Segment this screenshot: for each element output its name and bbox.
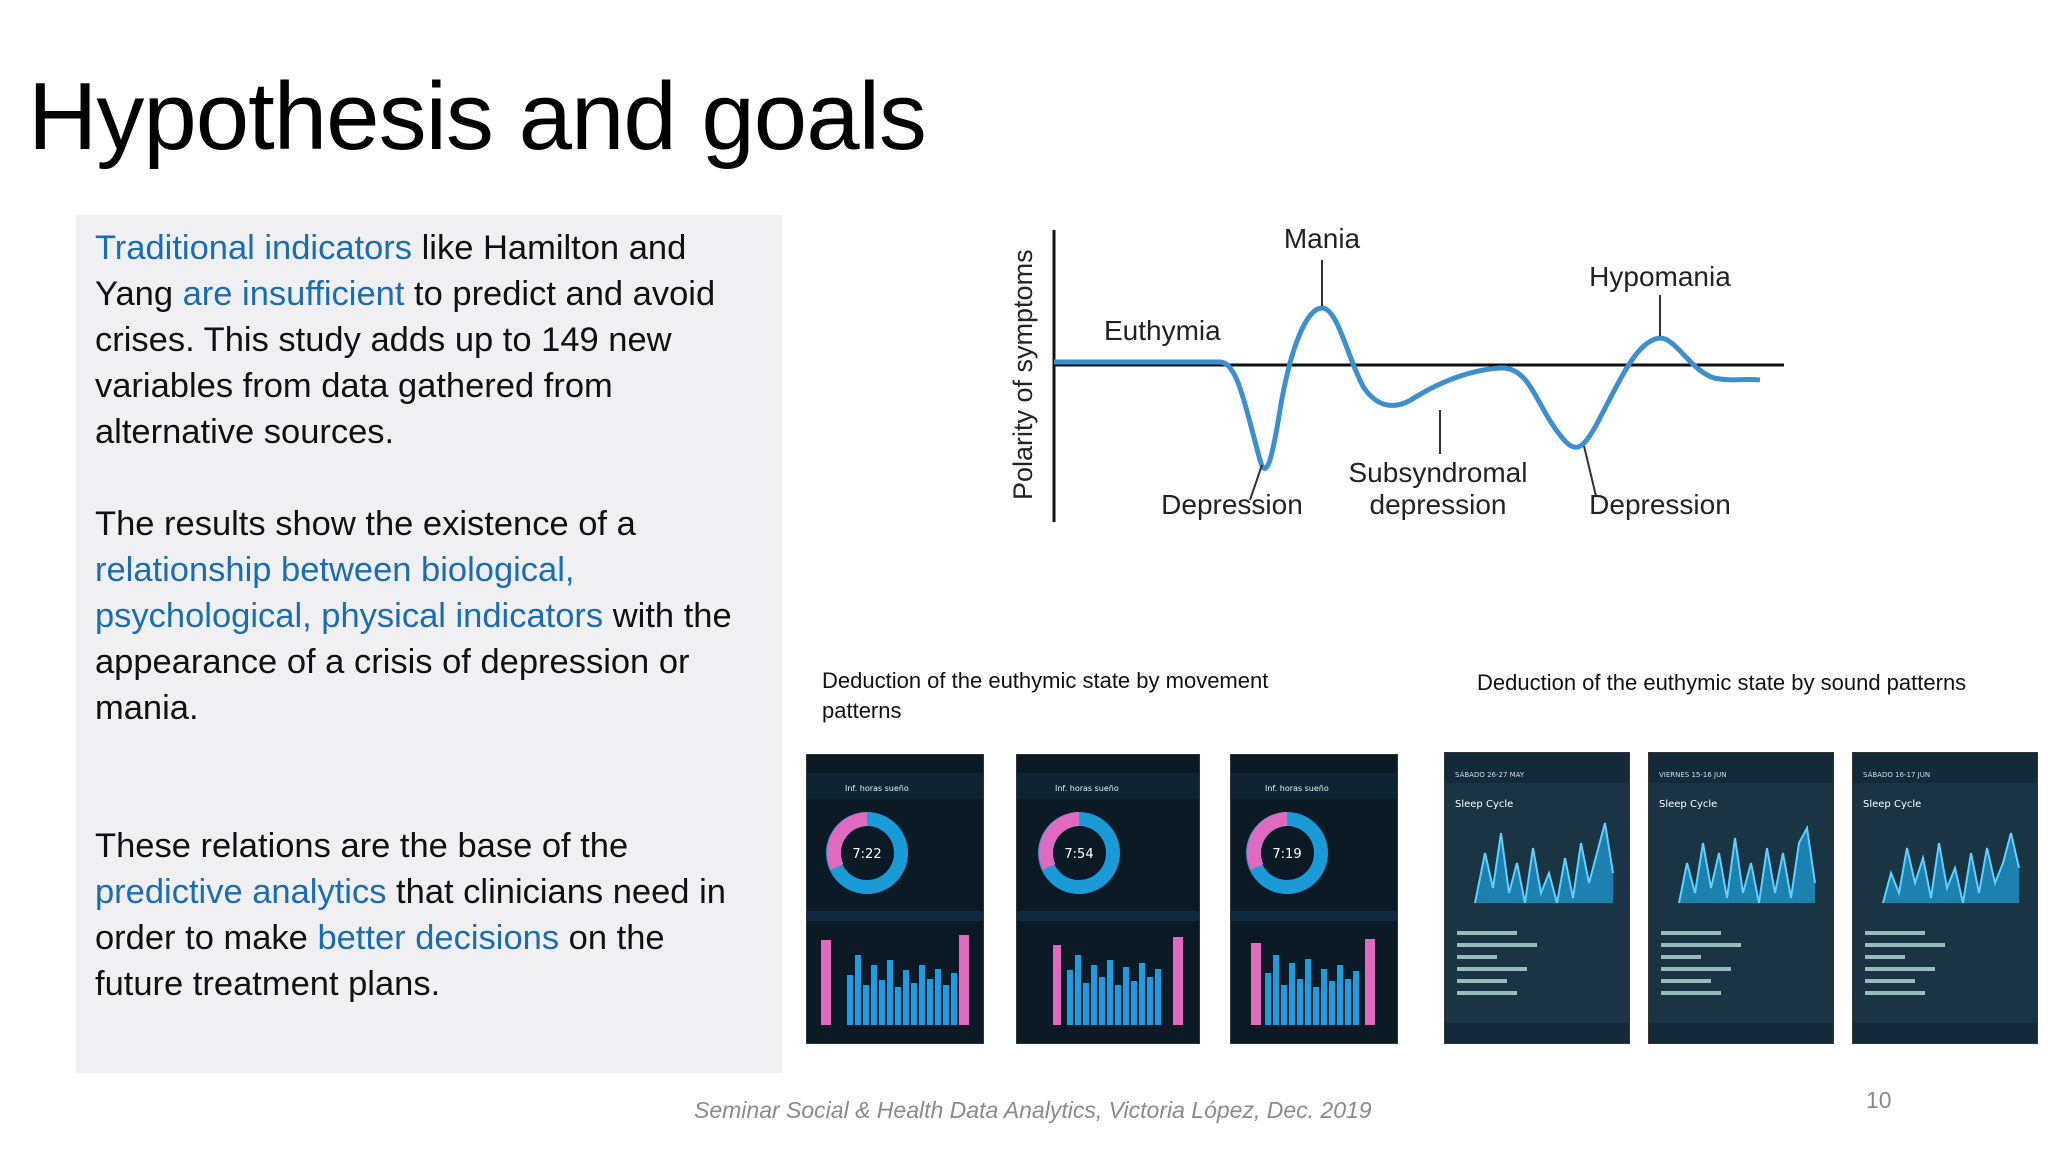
depression-pointer-2 [1583,445,1597,497]
phone-header: Inf. horas sueño [1055,784,1119,793]
slide-footer: Seminar Social & Health Data Analytics, … [694,1097,1372,1123]
caption-movement: Deduction of the euthymic state by movem… [822,668,1269,723]
phone-header: Inf. horas sueño [845,784,909,793]
phone-sleep-time: 7:22 [852,847,881,862]
movement-phone-screenshot: Inf. horas sueño 7:54 [1016,754,1200,1044]
text-run: on the future treatment plans. [95,919,665,1003]
phone-app-name: Sleep Cycle [1863,799,1921,810]
mood-polarity-graph: Polarity of symptoms Euthymia Mania Hypo… [1008,223,1784,522]
highlighted-phrase: predictive analytics [95,873,387,911]
depression-pointer-1 [1249,464,1263,501]
label-mania: Mania [1284,223,1361,254]
label-subsyndromal-2: depression [1370,489,1507,520]
highlighted-phrase: relationship between biological, psychol… [95,551,604,635]
label-depression-1: Depression [1161,489,1303,520]
text-run: that clinicians need in order to make [95,873,726,957]
label-euthymia: Euthymia [1104,315,1221,346]
page-number: 10 [1866,1087,1892,1113]
phone-sleep-time: 7:54 [1064,847,1093,862]
text-run: with the appearance of a crisis of depre… [95,597,732,727]
movement-phone-screenshot: Inf. horas sueño 7:19 [1230,754,1398,1044]
label-subsyndromal-1: Subsyndromal [1349,457,1528,488]
highlighted-phrase: are insufficient [182,275,405,313]
movement-phone-screenshot: Inf. horas sueño 7:22 [806,754,984,1044]
sound-phone-graphic: VIERNES 15-16 JUN Sleep Cycle [1649,753,1833,1043]
sound-phone-graphic: SÁBADO 16-17 JUN Sleep Cycle [1853,753,2037,1043]
phone-header: Inf. horas sueño [1265,784,1329,793]
paragraph-predictive-analytics: These relations are the base of the pred… [95,823,762,1007]
phone-date: VIERNES 15-16 JUN [1659,771,1726,779]
phone-app-name: Sleep Cycle [1659,799,1717,810]
highlighted-phrase: better decisions [317,919,560,957]
movement-phone-graphic: Inf. horas sueño 7:19 [1231,755,1397,1043]
movement-phone-graphic: Inf. horas sueño 7:54 [1017,755,1199,1043]
phone-date: SÁBADO 16-17 JUN [1863,770,1930,779]
caption-sound: Deduction of the euthymic state by sound… [1477,670,1967,695]
slide-title: Hypothesis and goals [28,63,927,170]
text-run: to predict and avoid crises. This study … [95,275,716,451]
movement-phone-graphic: Inf. horas sueño 7:22 [807,755,983,1043]
label-depression-2: Depression [1589,489,1731,520]
phone-sleep-time: 7:19 [1272,847,1301,862]
phone-app-name: Sleep Cycle [1455,799,1513,810]
paragraph-results: The results show the existence of a rela… [95,501,762,731]
sound-phone-screenshot: SÁBADO 26-27 MAY Sleep Cycle [1444,752,1630,1044]
sound-phone-screenshot: SÁBADO 16-17 JUN Sleep Cycle [1852,752,2038,1044]
mood-curve [1054,305,1761,471]
text-run: These relations are the base of the [95,827,629,865]
text-box: Traditional indicators like Hamilton and… [76,215,782,1073]
text-run: The results show the existence of a [95,505,636,543]
label-hypomania: Hypomania [1589,261,1731,292]
paragraph-traditional-indicators: Traditional indicators like Hamilton and… [95,225,762,455]
sound-phone-graphic: SÁBADO 26-27 MAY Sleep Cycle [1445,753,1629,1043]
phone-date: SÁBADO 26-27 MAY [1455,770,1525,779]
text-run: like Hamilton and Yang [95,229,687,313]
highlighted-phrase: Traditional indicators [95,229,413,267]
y-axis-label: Polarity of symptoms [1008,249,1038,500]
sound-phone-screenshot: VIERNES 15-16 JUN Sleep Cycle [1648,752,1834,1044]
